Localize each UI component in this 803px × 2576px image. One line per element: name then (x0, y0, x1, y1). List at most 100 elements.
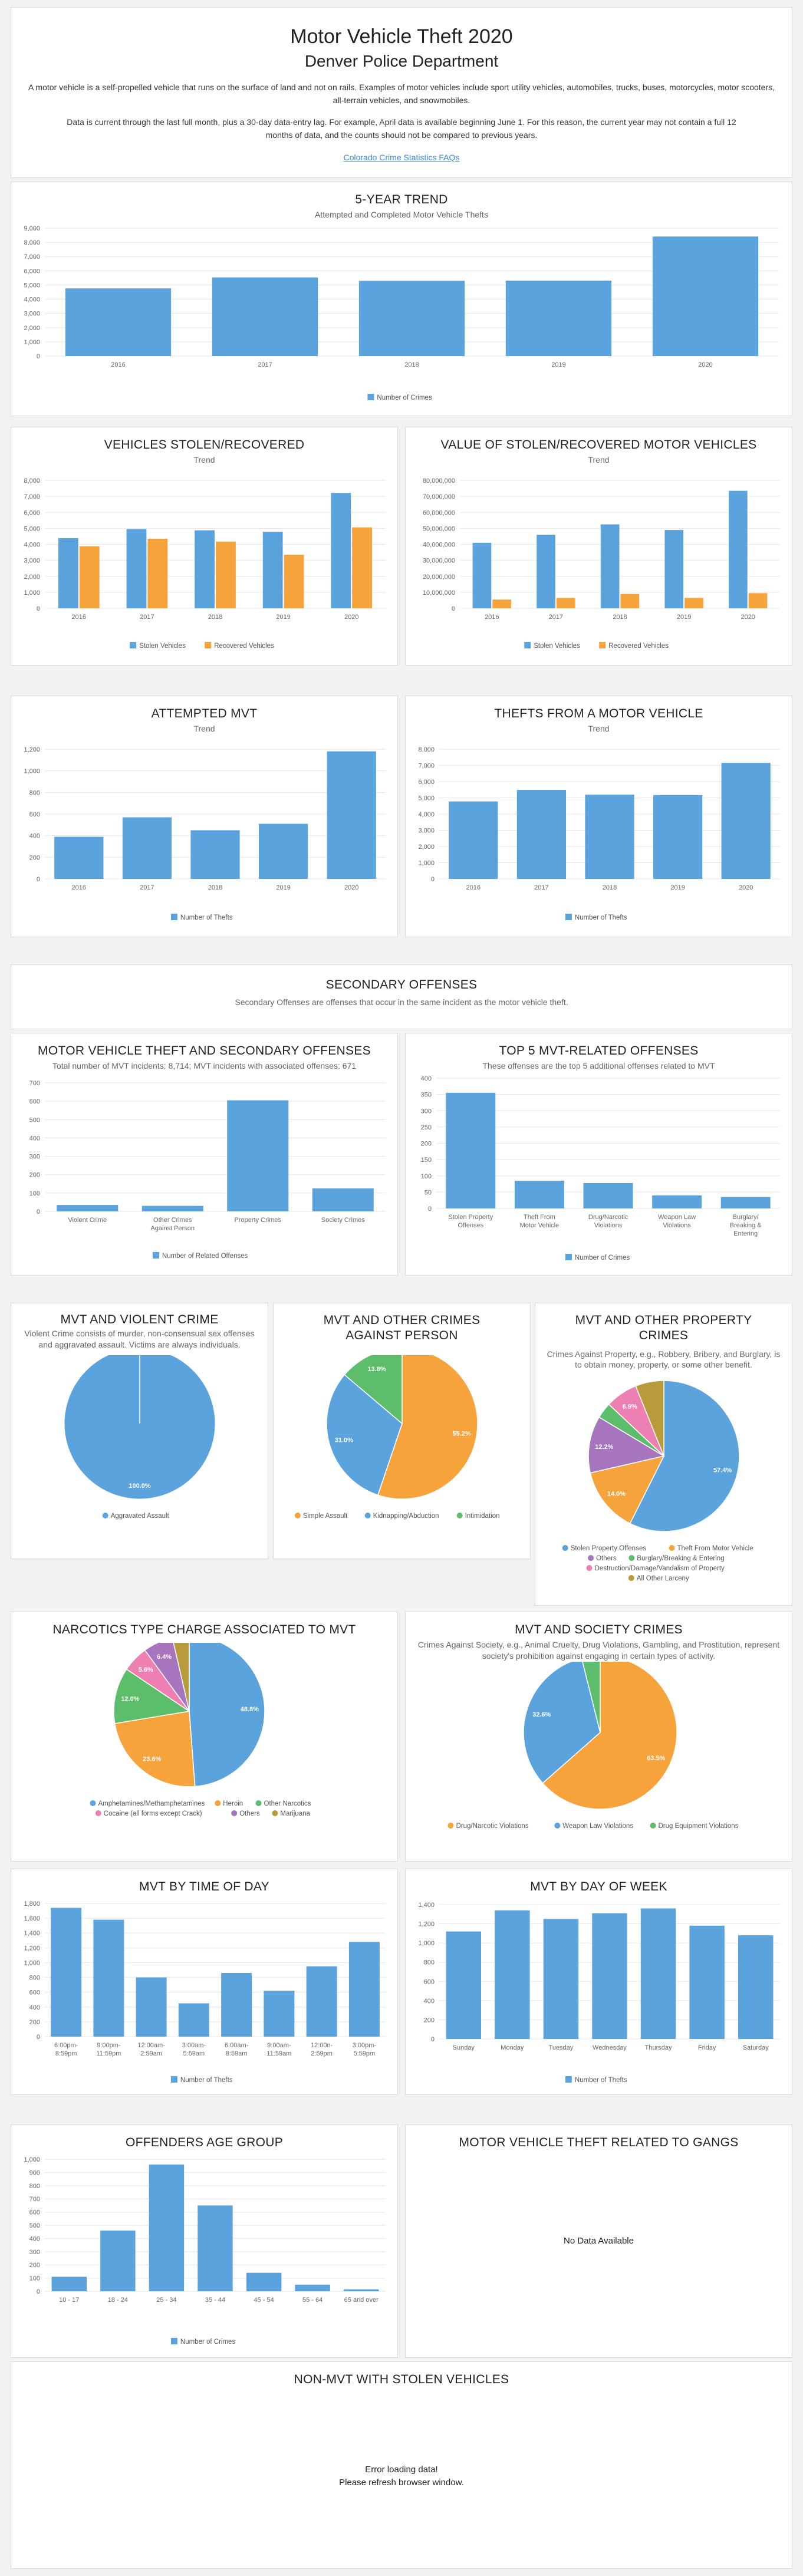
bar[interactable] (147, 539, 168, 608)
bar[interactable] (585, 795, 634, 879)
bar[interactable] (343, 2289, 379, 2291)
pie-slice[interactable] (326, 1374, 403, 1496)
secondary-card: Secondary Offenses Secondary Offenses ar… (11, 964, 792, 1029)
bar[interactable] (262, 532, 283, 608)
bar[interactable] (516, 790, 567, 879)
bar[interactable] (284, 555, 304, 608)
bar[interactable] (449, 801, 498, 879)
x-tick-label: Friday (698, 2044, 716, 2051)
bar[interactable] (689, 1925, 725, 2039)
bar[interactable] (652, 236, 759, 356)
bar[interactable] (126, 529, 147, 608)
bar[interactable] (58, 538, 78, 608)
bar[interactable] (149, 2164, 185, 2291)
bar[interactable] (136, 1977, 167, 2037)
faq-link[interactable]: Colorado Crime Statistics FAQs (343, 152, 460, 162)
legend-swatch (669, 1545, 675, 1551)
bar[interactable] (748, 593, 768, 608)
bar[interactable] (492, 599, 511, 608)
bar[interactable] (57, 1205, 119, 1211)
bar[interactable] (258, 823, 308, 879)
bar[interactable] (583, 1182, 633, 1208)
pie-slice[interactable] (144, 1643, 190, 1712)
pie-slice[interactable] (629, 1380, 740, 1532)
bar[interactable] (640, 1908, 676, 2039)
x-tick-label: 9:00pm- (97, 2042, 121, 2049)
bar[interactable] (295, 2284, 330, 2291)
bar[interactable] (212, 277, 318, 356)
bar[interactable] (246, 2272, 282, 2291)
y-tick-label: 0 (37, 2034, 40, 2041)
bar[interactable] (331, 493, 351, 608)
bar[interactable] (514, 1181, 564, 1208)
bar[interactable] (495, 1910, 530, 2039)
legend-label: Number of Thefts (180, 914, 233, 921)
pie-slice[interactable] (588, 1417, 665, 1474)
pie-slice[interactable] (377, 1355, 478, 1500)
bar[interactable] (195, 530, 215, 608)
property-svg: 57.4% 14.0% 12.2% 6.9% Stolen Property Offen… (562, 1380, 753, 1582)
bar[interactable] (327, 751, 376, 879)
bar[interactable] (600, 524, 620, 608)
bar[interactable] (446, 1931, 482, 2039)
bar[interactable] (446, 1092, 496, 1208)
bar[interactable] (264, 1991, 295, 2037)
gangs-card: Motor Vehicle Theft Related to Gangs No … (405, 2124, 792, 2358)
bar[interactable] (312, 1188, 374, 1211)
pie-slice[interactable] (344, 1355, 403, 1425)
bar[interactable] (684, 598, 703, 608)
pie-slice[interactable] (590, 1455, 665, 1524)
bar[interactable] (198, 2205, 233, 2291)
bar[interactable] (543, 1919, 579, 2039)
pie-slice[interactable] (113, 1668, 190, 1724)
bar[interactable] (65, 288, 172, 356)
bar[interactable] (141, 1205, 203, 1211)
bar[interactable] (738, 1935, 774, 2039)
bar[interactable] (100, 2230, 136, 2291)
bar[interactable] (653, 795, 703, 879)
bar[interactable] (358, 281, 465, 356)
y-tick-label: 50 (424, 1189, 432, 1196)
bar[interactable] (348, 1942, 380, 2037)
top5-svg: 0 50 100 150 200 250 300 350 400 Stolen PropertyO… (421, 1075, 780, 1261)
y-tick-label: 1,000 (24, 1959, 40, 1966)
bar[interactable] (721, 763, 771, 879)
legend-label: Heroin (223, 1800, 243, 1807)
bar[interactable] (51, 1908, 82, 2037)
person-chart: 55.2% 31.0% 13.8% Simple Assault Kidnapping/… (275, 1355, 530, 1556)
bar[interactable] (227, 1100, 289, 1211)
bar[interactable] (178, 2003, 209, 2037)
pie-slice[interactable] (523, 1662, 601, 1784)
x-tick-label: Violations (663, 1222, 691, 1229)
bar[interactable] (221, 1973, 252, 2037)
pie-slice[interactable] (172, 1643, 190, 1712)
pie-slice[interactable] (114, 1711, 196, 1787)
bar[interactable] (93, 1919, 124, 2037)
bar[interactable] (664, 530, 684, 608)
bar[interactable] (54, 836, 104, 879)
bar[interactable] (352, 527, 373, 608)
bar[interactable] (620, 594, 640, 608)
pie-slice[interactable] (635, 1380, 664, 1457)
y-tick-label: 1,600 (24, 1915, 40, 1922)
bar[interactable] (472, 542, 492, 608)
bar[interactable] (556, 598, 575, 608)
bar[interactable] (79, 546, 100, 608)
pie-slice[interactable] (189, 1643, 265, 1787)
bar[interactable] (216, 541, 236, 608)
bar[interactable] (592, 1913, 627, 2039)
bar[interactable] (729, 490, 748, 608)
bar[interactable] (306, 1966, 337, 2037)
bar[interactable] (537, 535, 555, 608)
pie-slice[interactable] (581, 1662, 601, 1733)
attempted-card: Attempted MVT Trend 0 200 400 600 800 1,000 1,… (11, 696, 398, 937)
pie-slice[interactable] (542, 1662, 677, 1810)
pie-slice[interactable] (64, 1355, 216, 1500)
bar[interactable] (505, 281, 612, 356)
bar[interactable] (122, 817, 172, 879)
bar[interactable] (51, 2277, 87, 2291)
bar[interactable] (190, 830, 240, 879)
y-tick-label: 5,000 (24, 282, 40, 289)
bar[interactable] (652, 1195, 702, 1208)
bar[interactable] (720, 1197, 771, 1208)
